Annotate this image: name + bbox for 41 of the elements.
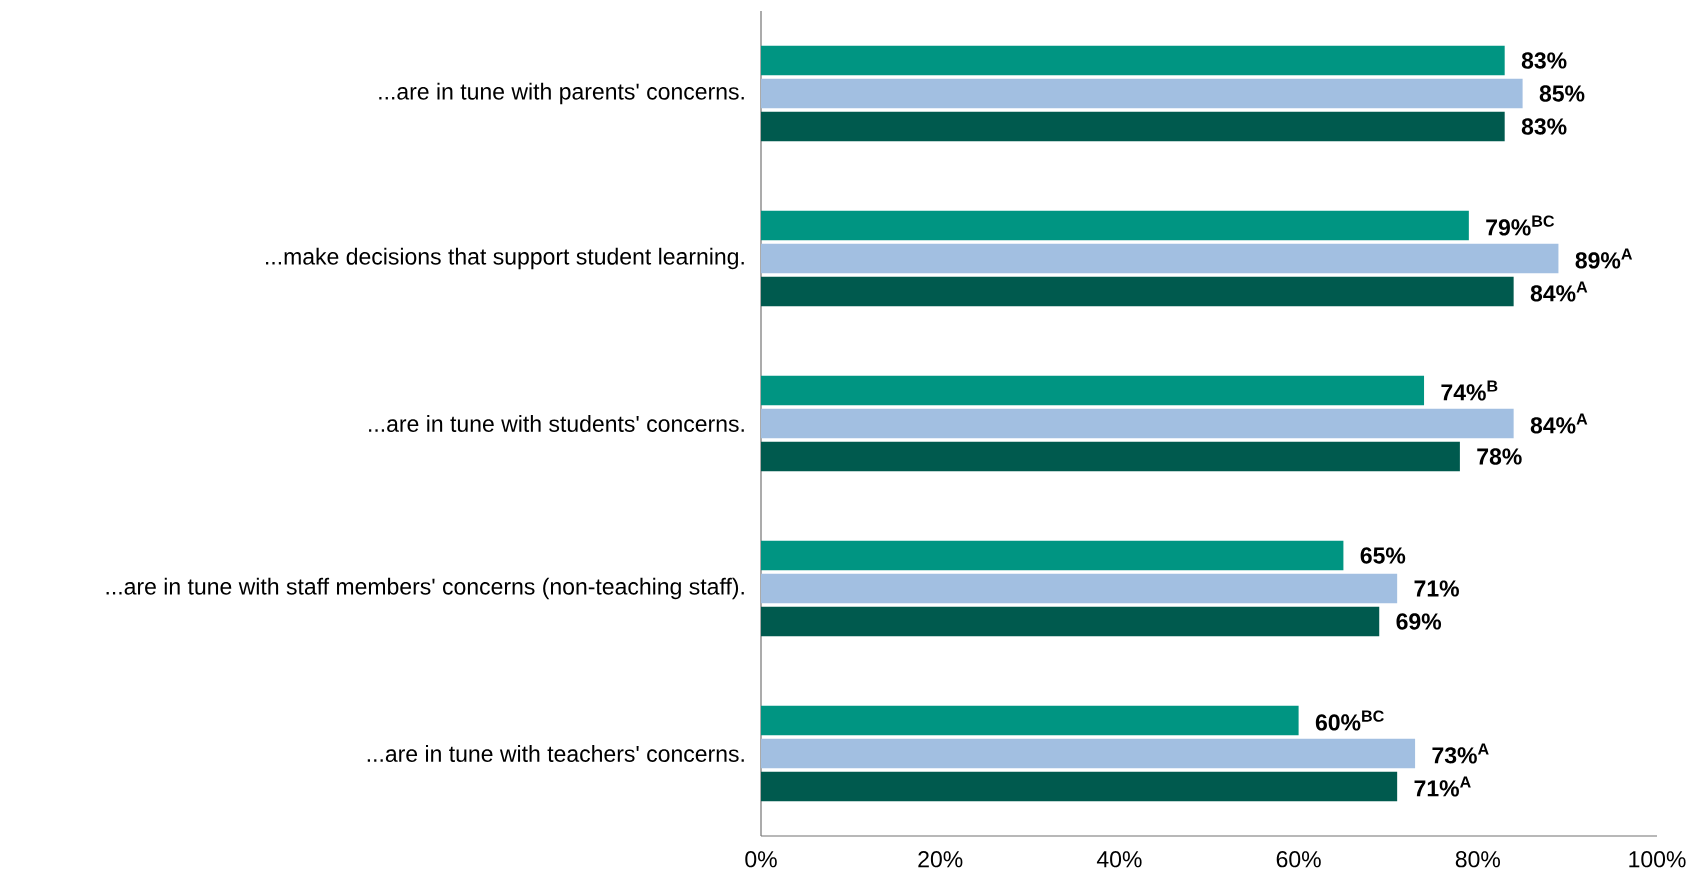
bar — [761, 573, 1398, 604]
bar — [761, 771, 1398, 802]
x-tick-label: 20% — [918, 851, 963, 868]
y-tick-label: ...are in tune with students' concerns. — [369, 415, 744, 432]
bar — [761, 540, 1344, 571]
data-label: 69% — [1396, 613, 1442, 630]
data-label: 84%$^{A}$ — [1530, 413, 1588, 434]
data-label: 83% — [1521, 118, 1567, 135]
bar — [761, 276, 1514, 307]
data-label: 74%$^{B}$ — [1441, 380, 1498, 401]
y-tick-label: ...are in tune with teachers' concerns. — [367, 745, 744, 762]
x-tick-label: 40% — [1096, 851, 1142, 868]
data-label: 79%$^{BC}$ — [1486, 215, 1555, 236]
data-label: 89%$^{A}$ — [1575, 248, 1633, 269]
data-label: 60%$^{BC}$ — [1315, 710, 1384, 731]
bar — [761, 408, 1514, 439]
data-label: 71%$^{A}$ — [1414, 776, 1471, 797]
x-tick-label: 100% — [1629, 851, 1686, 868]
y-tick-label: ...make decisions that support student learning. — [266, 247, 744, 270]
y-tick-label: ...are in tune with parents' concerns. — [379, 82, 744, 105]
bar — [761, 375, 1425, 406]
data-label: 78% — [1477, 448, 1522, 465]
bar — [761, 78, 1523, 109]
x-tick-label: 80% — [1455, 851, 1500, 868]
bar — [761, 705, 1299, 736]
x-tick-label: 60% — [1276, 851, 1321, 868]
data-label: 73%$^{A}$ — [1432, 743, 1489, 764]
bar — [761, 441, 1460, 472]
x-tick-label: 0% — [745, 851, 777, 868]
data-label: 85% — [1539, 85, 1585, 102]
data-label: 83% — [1521, 52, 1567, 69]
data-label: 84%$^{A}$ — [1530, 281, 1588, 302]
bar — [761, 606, 1380, 637]
y-tick-label: ...are in tune with staff members' concerns (non-teaching staff). — [106, 577, 744, 600]
bar — [761, 243, 1559, 274]
data-label: 65% — [1360, 547, 1406, 564]
bar — [761, 210, 1469, 241]
bar — [761, 111, 1505, 142]
data-label: 71% — [1414, 580, 1459, 597]
bar — [761, 738, 1416, 769]
bar — [761, 45, 1505, 76]
